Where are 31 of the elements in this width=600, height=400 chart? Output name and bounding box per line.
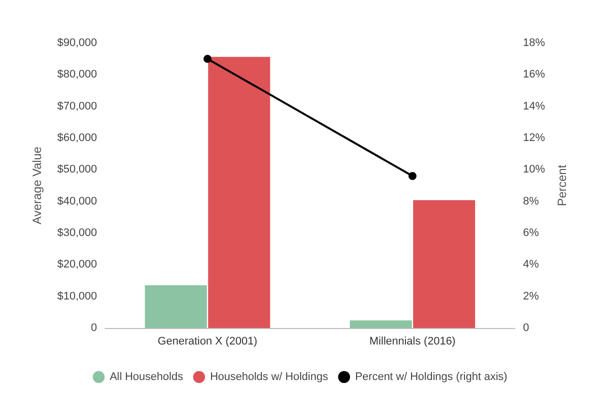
- y2-tick-label: 18%: [523, 37, 546, 49]
- x-tick-label: Generation X (2001): [158, 336, 258, 348]
- y-tick-label: $30,000: [57, 227, 97, 239]
- y2-tick-label: 10%: [523, 164, 546, 176]
- y-axis-title: Average Value: [30, 146, 44, 224]
- bar: [413, 200, 476, 328]
- y2-tick-label: 6%: [523, 227, 540, 239]
- y2-tick-label: 0: [523, 322, 530, 334]
- bar: [144, 285, 207, 328]
- y-tick-label: 0: [90, 322, 97, 334]
- y-tick-label: $60,000: [57, 132, 97, 144]
- y2-tick-label: 14%: [523, 100, 546, 112]
- x-tick-label: Millennials (2016): [369, 336, 456, 348]
- y2-tick-label: 4%: [523, 258, 540, 271]
- y2-axis-title: Percent: [554, 164, 569, 206]
- y-tick-label: $80,000: [57, 68, 97, 81]
- y2-tick-label: 8%: [523, 195, 540, 208]
- y-tick-label: $70,000: [57, 100, 97, 112]
- y-tick-label: $90,000: [57, 37, 97, 49]
- y2-tick-label: 16%: [523, 68, 546, 81]
- y-tick-label: $10,000: [57, 290, 97, 302]
- y-tick-label: $40,000: [57, 195, 97, 208]
- legend-label: Percent w/ Holdings (right axis): [355, 371, 508, 383]
- y2-tick-label: 12%: [523, 132, 546, 144]
- bar: [208, 56, 270, 328]
- bar: [350, 320, 412, 328]
- y-tick-label: $20,000: [57, 258, 97, 271]
- legend-label: All Households: [110, 371, 184, 383]
- y-tick-label: $50,000: [57, 164, 97, 176]
- y2-tick-label: 2%: [523, 290, 540, 302]
- legend-label: Households w/ Holdings: [210, 371, 329, 383]
